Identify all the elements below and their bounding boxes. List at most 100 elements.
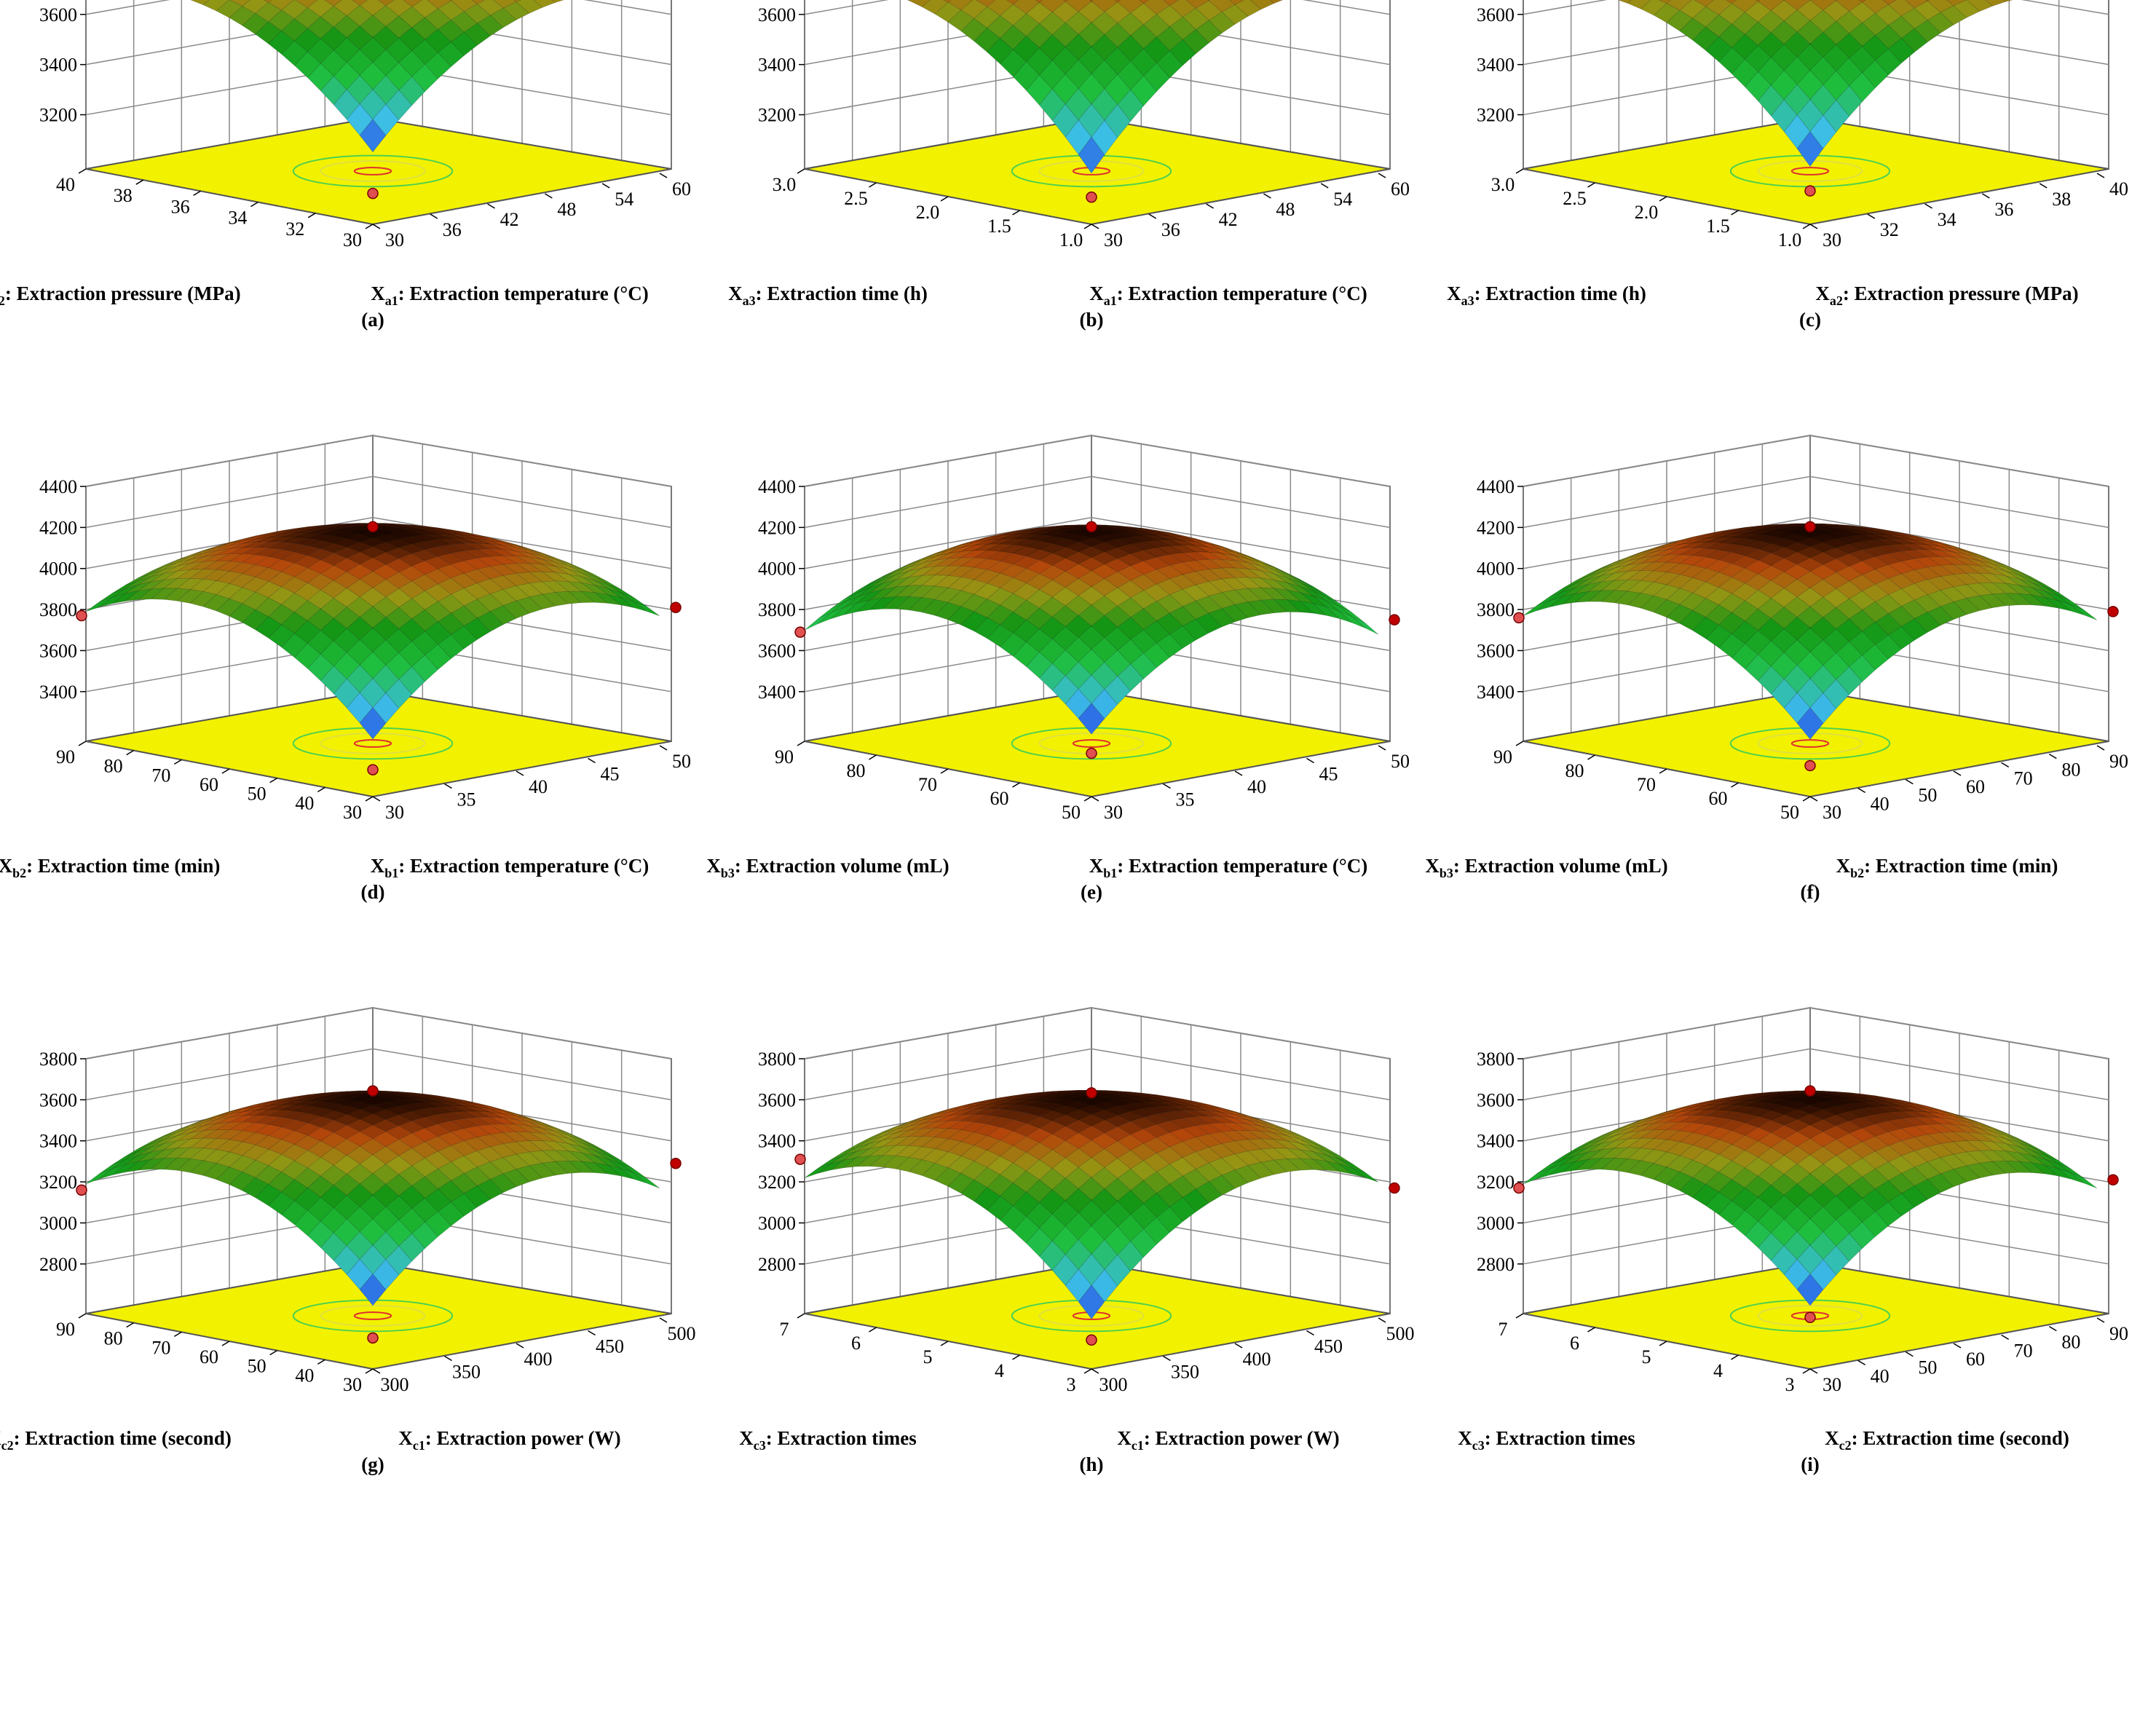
x-tick-label: 40 [2109, 178, 2128, 200]
z-tick-label: 3800 [758, 1049, 796, 1070]
x-axis-title: Xc1: Extraction power (W) [398, 1427, 620, 1453]
panel-caption: (a) [361, 309, 384, 331]
design-point [367, 764, 379, 775]
design-point [76, 609, 87, 622]
x-tick-label: 40 [529, 776, 548, 797]
x-tick-label: 35 [457, 789, 476, 810]
z-tick-label: 4000 [39, 558, 77, 580]
y-tick-label: 80 [104, 1328, 123, 1349]
z-tick-label: 3200 [758, 1172, 796, 1193]
y-axis-title: Xb2: Extraction time (min) [0, 855, 220, 880]
panel-caption: (b) [1080, 309, 1104, 331]
x-tick-label: 38 [2052, 189, 2071, 210]
design-point [794, 626, 806, 638]
contour-floor [804, 117, 1391, 226]
y-tick-label: 70 [918, 774, 937, 795]
z-tick-label: 3600 [39, 4, 77, 25]
z-tick-label: 3200 [1477, 105, 1515, 126]
x-tick-label: 45 [601, 764, 620, 785]
y-tick-label: 60 [990, 788, 1009, 809]
x-tick-label: 35 [1176, 789, 1195, 810]
chart-panel-4: 30 35 40 45 50 30 40 50 60 70 80 90 3400 3600 3800 4000… [0, 434, 691, 903]
z-tick-label: 3800 [39, 1049, 77, 1070]
z-tick-label: 3200 [1477, 1172, 1515, 1193]
panel-caption: (i) [1801, 1453, 1819, 1475]
panel-caption: (h) [1080, 1453, 1104, 1475]
x-tick-label: 90 [2109, 751, 2128, 772]
design-point [1389, 614, 1400, 625]
y-tick-label: 1.5 [987, 216, 1011, 237]
z-tick-label: 3600 [39, 1089, 77, 1110]
y-axis-title: Xb3: Extraction volume (mL) [706, 855, 949, 880]
x-tick-label: 54 [1333, 189, 1352, 210]
y-tick-label: 7 [780, 1319, 789, 1340]
y-tick-label: 50 [1780, 802, 1799, 823]
y-tick-label: 80 [104, 756, 123, 777]
chart-panel-1: 3036424854603032343638403200340036003800… [0, 0, 691, 331]
z-tick-label: 2800 [39, 1254, 77, 1275]
y-tick-label: 7 [1498, 1319, 1508, 1340]
z-tick-label: 3400 [1477, 1131, 1515, 1152]
z-tick-label: 3600 [758, 4, 796, 25]
y-tick-label: 3.0 [773, 174, 797, 195]
x-tick-label: 42 [500, 209, 519, 230]
x-tick-label: 30 [1823, 1374, 1841, 1395]
y-tick-label: 70 [151, 1337, 170, 1358]
x-tick-label: 300 [381, 1374, 409, 1395]
y-axis-title: Xc2: Extraction time (second) [0, 1427, 232, 1453]
y-tick-label: 50 [1062, 802, 1081, 823]
design-point [670, 1157, 682, 1169]
design-point [1804, 1311, 1816, 1324]
x-tick-label: 32 [1880, 219, 1899, 240]
design-point [1086, 1334, 1097, 1346]
x-tick-label: 350 [1171, 1362, 1199, 1383]
z-tick-label: 4200 [1477, 517, 1515, 538]
x-tick-label: 60 [1966, 776, 1985, 797]
z-tick-label: 4200 [758, 517, 796, 538]
x-tick-label: 350 [452, 1362, 481, 1383]
contour-line-3 [353, 167, 392, 175]
design-point [1086, 521, 1097, 533]
design-point [1513, 612, 1525, 624]
x-tick-label: 70 [2014, 767, 2033, 789]
x-tick-label: 450 [1314, 1336, 1343, 1357]
design-point [1086, 192, 1097, 203]
response-surface [1617, 0, 2013, 167]
contour-line-3 [1790, 739, 1830, 748]
y-axis-title: Xa3: Extraction time (h) [1447, 283, 1646, 308]
x-tick-label: 30 [1104, 229, 1123, 250]
y-tick-label: 80 [1565, 760, 1584, 781]
contour-line-3 [1072, 739, 1111, 748]
contour-floor [804, 689, 1391, 798]
design-point [1804, 1085, 1816, 1097]
y-tick-label: 2.5 [1563, 188, 1587, 209]
x-tick-label: 450 [596, 1336, 624, 1357]
y-tick-label: 50 [248, 1356, 266, 1377]
panel-caption: (f) [1801, 881, 1820, 903]
design-point [1804, 185, 1816, 197]
design-point [367, 1332, 379, 1344]
x-tick-label: 48 [1276, 199, 1295, 220]
y-tick-label: 4 [1713, 1360, 1723, 1381]
design-point [1086, 747, 1097, 759]
y-tick-label: 3 [1067, 1374, 1076, 1395]
x-tick-label: 40 [1871, 1365, 1890, 1386]
response-surface [1523, 1090, 2098, 1306]
z-tick-label: 3600 [758, 1089, 796, 1110]
x-axis-title: Xa2: Extraction pressure (MPa) [1815, 283, 2078, 308]
y-tick-label: 40 [295, 1365, 314, 1386]
y-tick-label: 32 [285, 218, 304, 240]
x-tick-label: 300 [1099, 1374, 1128, 1395]
y-tick-label: 2.5 [844, 188, 868, 209]
y-tick-label: 5 [923, 1346, 933, 1367]
z-tick-label: 3000 [1477, 1212, 1515, 1234]
x-tick-label: 40 [1871, 793, 1890, 814]
z-tick-label: 3400 [39, 1131, 77, 1152]
y-tick-label: 90 [56, 1319, 75, 1340]
contour-line-3 [353, 1311, 392, 1320]
x-tick-label: 36 [443, 219, 462, 240]
contour-floor [85, 1261, 672, 1370]
y-tick-label: 34 [228, 208, 247, 229]
design-point [1389, 1182, 1400, 1194]
